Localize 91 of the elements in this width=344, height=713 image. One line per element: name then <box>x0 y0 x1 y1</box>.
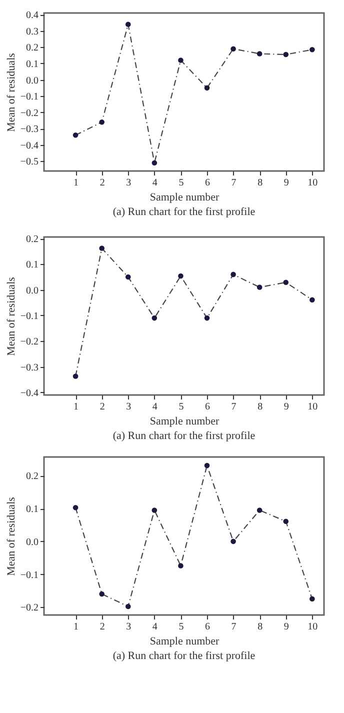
x-tick-label: 8 <box>258 178 263 188</box>
point <box>310 297 315 302</box>
point <box>152 508 158 513</box>
point <box>310 47 315 52</box>
x-tick-label: 3 <box>126 178 132 188</box>
point <box>230 272 236 278</box>
x-tick-label: 4 <box>152 622 158 632</box>
y-tick-label: 0.1 <box>26 58 38 70</box>
x-tick-label: 5 <box>178 402 184 412</box>
x-tick-label: 4 <box>152 178 158 188</box>
x-tick-label: 2 <box>100 402 105 412</box>
y-tick-label: −0.3 <box>20 362 38 374</box>
y-tick-label: 0.1 <box>26 260 38 271</box>
y-tick-label: 0.4 <box>26 10 38 22</box>
y-tick-label: −0.3 <box>20 124 38 136</box>
point <box>204 462 210 468</box>
point <box>125 604 131 610</box>
text: (a) Run chart for the first profile <box>112 206 256 218</box>
y-axis-title: Mean of residuals <box>5 53 18 132</box>
x-tick-label: 1 <box>74 402 79 412</box>
x-tick-label: 3 <box>126 622 132 632</box>
point <box>178 58 184 63</box>
y-tick-label: 0.0 <box>26 285 38 296</box>
x-tick-label: 6 <box>205 622 210 632</box>
y-axis-title: Mean of residuals <box>5 497 18 576</box>
y-tick-label: 0.0 <box>26 75 38 86</box>
x-tick-label: 3 <box>126 402 132 412</box>
point <box>125 274 131 280</box>
x-tick-label: 10 <box>308 622 318 632</box>
x-tick-label: 8 <box>258 622 263 632</box>
point <box>99 591 104 597</box>
x-axis-title: Sample number <box>150 192 220 204</box>
x-tick-label: 9 <box>284 178 289 188</box>
x-tick-label: 4 <box>152 402 158 412</box>
x-tick-label: 7 <box>231 622 236 632</box>
point <box>72 132 78 138</box>
text: (a) Run chart for the first profile <box>112 650 256 662</box>
x-tick-label: 10 <box>308 402 318 412</box>
point <box>178 273 184 279</box>
y-tick-label: −0.4 <box>20 140 38 152</box>
x-tick-label: 5 <box>178 622 184 632</box>
x-tick-label: 1 <box>74 178 79 188</box>
x-tick-label: 9 <box>284 622 289 632</box>
point <box>152 160 158 166</box>
point <box>283 52 289 58</box>
x-tick-label: 7 <box>231 402 236 412</box>
x-tick-label: 2 <box>100 178 105 188</box>
x-tick-label: 9 <box>284 402 289 412</box>
point <box>230 46 236 52</box>
x-axis-title: Sample number <box>150 636 220 648</box>
y-tick-label: −0.2 <box>20 602 38 614</box>
point <box>99 246 104 251</box>
y-tick-label: 0.0 <box>26 536 38 548</box>
x-tick-label: 6 <box>205 402 210 412</box>
point <box>310 596 315 602</box>
y-tick-label: −0.2 <box>20 336 38 348</box>
x-tick-label: 10 <box>308 178 318 188</box>
point <box>152 315 158 321</box>
y-tick-label: −0.4 <box>20 388 38 399</box>
point <box>256 284 262 290</box>
y-tick-label: 0.1 <box>26 504 38 516</box>
x-tick-label: 1 <box>74 622 79 632</box>
point <box>72 504 78 510</box>
point <box>230 538 236 544</box>
y-tick-label: −0.1 <box>20 310 38 322</box>
point <box>256 508 262 513</box>
y-tick-label: 0.2 <box>26 42 38 54</box>
x-tick-label: 8 <box>258 402 263 412</box>
y-tick-label: 0.2 <box>26 234 38 246</box>
x-tick-label: 6 <box>205 178 210 188</box>
y-axis-title: Mean of residuals <box>5 277 18 356</box>
point <box>72 374 78 379</box>
point <box>178 563 184 568</box>
point <box>204 315 210 321</box>
y-tick-label: −0.1 <box>20 92 38 103</box>
y-tick-label: 0.2 <box>26 471 38 482</box>
x-tick-label: 2 <box>100 622 105 632</box>
point <box>256 51 262 56</box>
point <box>204 85 210 91</box>
point <box>99 119 104 125</box>
x-tick-label: 5 <box>178 178 184 188</box>
point <box>283 280 289 286</box>
y-tick-label: −0.2 <box>20 108 38 119</box>
y-tick-label: −0.1 <box>20 570 38 581</box>
y-tick-label: −0.5 <box>20 156 38 168</box>
point <box>125 22 131 28</box>
text: (a) Run chart for the first profile <box>112 430 256 442</box>
x-tick-label: 7 <box>231 178 236 188</box>
point <box>283 518 289 524</box>
x-axis-title: Sample number <box>150 416 220 428</box>
y-tick-label: 0.3 <box>26 26 38 38</box>
